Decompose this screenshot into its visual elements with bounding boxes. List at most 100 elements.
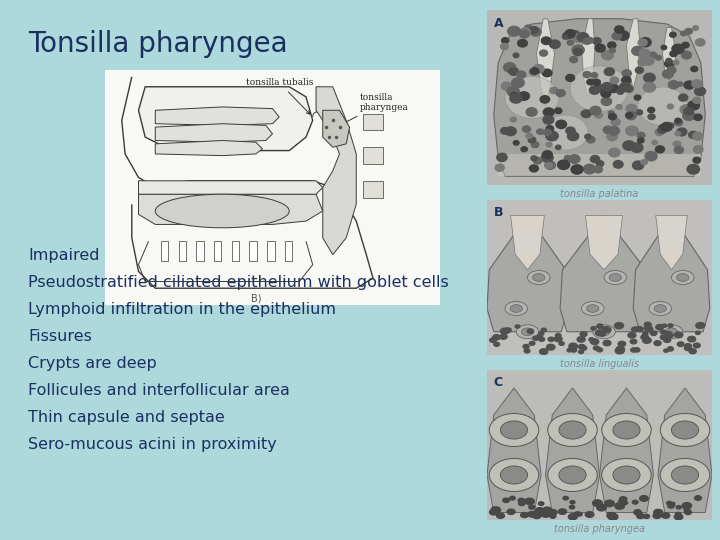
Circle shape — [583, 164, 595, 174]
Circle shape — [641, 159, 647, 165]
Circle shape — [587, 79, 594, 85]
Ellipse shape — [516, 325, 539, 339]
Circle shape — [524, 349, 530, 353]
Circle shape — [685, 343, 691, 348]
Circle shape — [675, 514, 683, 519]
Circle shape — [527, 329, 534, 333]
Circle shape — [661, 123, 672, 131]
Circle shape — [644, 514, 649, 518]
Circle shape — [590, 156, 600, 163]
Circle shape — [670, 32, 676, 37]
Circle shape — [662, 324, 667, 327]
Circle shape — [661, 45, 667, 50]
Circle shape — [593, 166, 603, 173]
Circle shape — [550, 515, 556, 518]
Circle shape — [644, 73, 655, 82]
Circle shape — [652, 140, 657, 145]
Circle shape — [668, 504, 674, 508]
Circle shape — [529, 165, 539, 172]
Circle shape — [663, 338, 670, 342]
Ellipse shape — [510, 305, 523, 312]
Circle shape — [510, 117, 516, 122]
Text: B): B) — [251, 294, 261, 303]
Ellipse shape — [672, 271, 694, 285]
Circle shape — [597, 504, 606, 511]
Circle shape — [542, 151, 552, 158]
Circle shape — [546, 126, 554, 132]
Circle shape — [573, 34, 584, 42]
Circle shape — [695, 496, 701, 501]
Circle shape — [523, 345, 529, 349]
Circle shape — [645, 326, 653, 332]
Circle shape — [675, 512, 681, 516]
Circle shape — [618, 499, 626, 504]
Circle shape — [595, 85, 605, 92]
Circle shape — [636, 110, 642, 115]
Polygon shape — [138, 194, 323, 225]
Circle shape — [618, 341, 626, 347]
Circle shape — [529, 69, 538, 75]
Circle shape — [604, 68, 614, 76]
Circle shape — [523, 126, 531, 132]
Circle shape — [617, 89, 624, 94]
Circle shape — [507, 87, 519, 96]
Bar — [232, 241, 239, 261]
Circle shape — [557, 160, 570, 170]
Circle shape — [638, 87, 688, 125]
Polygon shape — [582, 19, 595, 98]
Circle shape — [696, 39, 705, 46]
Circle shape — [670, 502, 675, 505]
Circle shape — [639, 38, 651, 47]
Circle shape — [569, 155, 580, 163]
Circle shape — [643, 83, 655, 92]
Polygon shape — [138, 181, 323, 194]
Circle shape — [500, 153, 506, 158]
Circle shape — [648, 107, 654, 113]
Circle shape — [521, 147, 527, 152]
Circle shape — [672, 44, 684, 53]
Circle shape — [693, 26, 698, 30]
Circle shape — [655, 146, 665, 153]
Circle shape — [500, 127, 509, 134]
Circle shape — [490, 414, 539, 447]
Circle shape — [589, 86, 600, 94]
Circle shape — [628, 333, 636, 338]
Circle shape — [528, 505, 535, 509]
Circle shape — [649, 52, 657, 58]
Circle shape — [611, 118, 620, 126]
Circle shape — [503, 498, 509, 502]
Circle shape — [521, 512, 528, 517]
Circle shape — [583, 38, 591, 44]
Circle shape — [664, 349, 668, 352]
Circle shape — [639, 52, 647, 58]
Circle shape — [693, 97, 701, 103]
Circle shape — [609, 48, 616, 53]
Circle shape — [675, 118, 681, 123]
Circle shape — [632, 500, 638, 504]
Circle shape — [500, 466, 528, 484]
Circle shape — [619, 83, 631, 92]
Circle shape — [626, 112, 633, 118]
Circle shape — [615, 26, 624, 33]
Circle shape — [583, 71, 591, 78]
Circle shape — [529, 341, 535, 345]
Circle shape — [608, 111, 614, 116]
Circle shape — [675, 119, 683, 126]
Circle shape — [543, 116, 554, 124]
Circle shape — [639, 496, 648, 501]
Circle shape — [680, 31, 686, 36]
Circle shape — [667, 334, 673, 338]
Circle shape — [520, 30, 529, 38]
Circle shape — [667, 66, 676, 73]
Circle shape — [673, 141, 680, 147]
Circle shape — [695, 87, 706, 96]
Circle shape — [603, 126, 613, 133]
Circle shape — [568, 514, 577, 519]
Circle shape — [544, 507, 551, 512]
Circle shape — [559, 421, 586, 439]
Circle shape — [668, 324, 673, 327]
Circle shape — [541, 328, 546, 332]
Circle shape — [613, 160, 623, 168]
Bar — [363, 147, 383, 164]
Circle shape — [549, 40, 560, 49]
